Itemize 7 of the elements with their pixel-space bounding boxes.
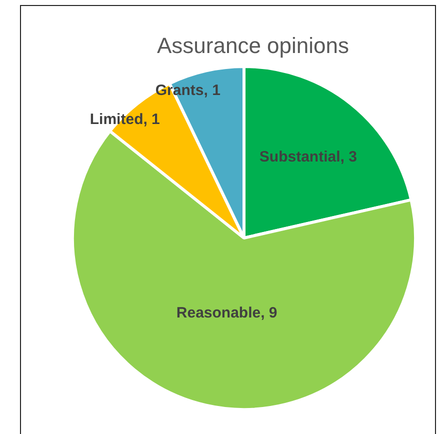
chart-title: Assurance opinions — [156, 33, 350, 59]
data-label: , 3 — [340, 148, 357, 166]
slice-label: Reasonable — [176, 304, 261, 322]
data-label: , 9 — [260, 304, 278, 322]
data-label: , 1 — [204, 82, 220, 100]
slice-label: Substantial — [259, 148, 340, 166]
data-label: , 1 — [143, 111, 160, 128]
